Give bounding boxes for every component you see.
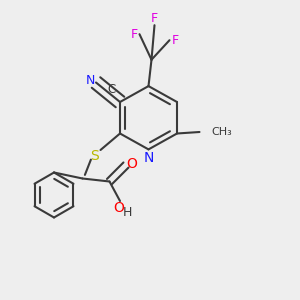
Text: O: O	[126, 157, 137, 170]
Text: O: O	[113, 201, 124, 214]
Text: F: F	[171, 34, 178, 47]
Text: F: F	[130, 28, 138, 41]
Text: F: F	[151, 12, 158, 25]
Text: C: C	[107, 83, 115, 96]
Text: N: N	[86, 74, 95, 88]
Text: H: H	[123, 206, 132, 219]
Text: CH₃: CH₃	[211, 127, 232, 137]
Text: N: N	[143, 151, 154, 165]
Text: S: S	[90, 149, 99, 163]
